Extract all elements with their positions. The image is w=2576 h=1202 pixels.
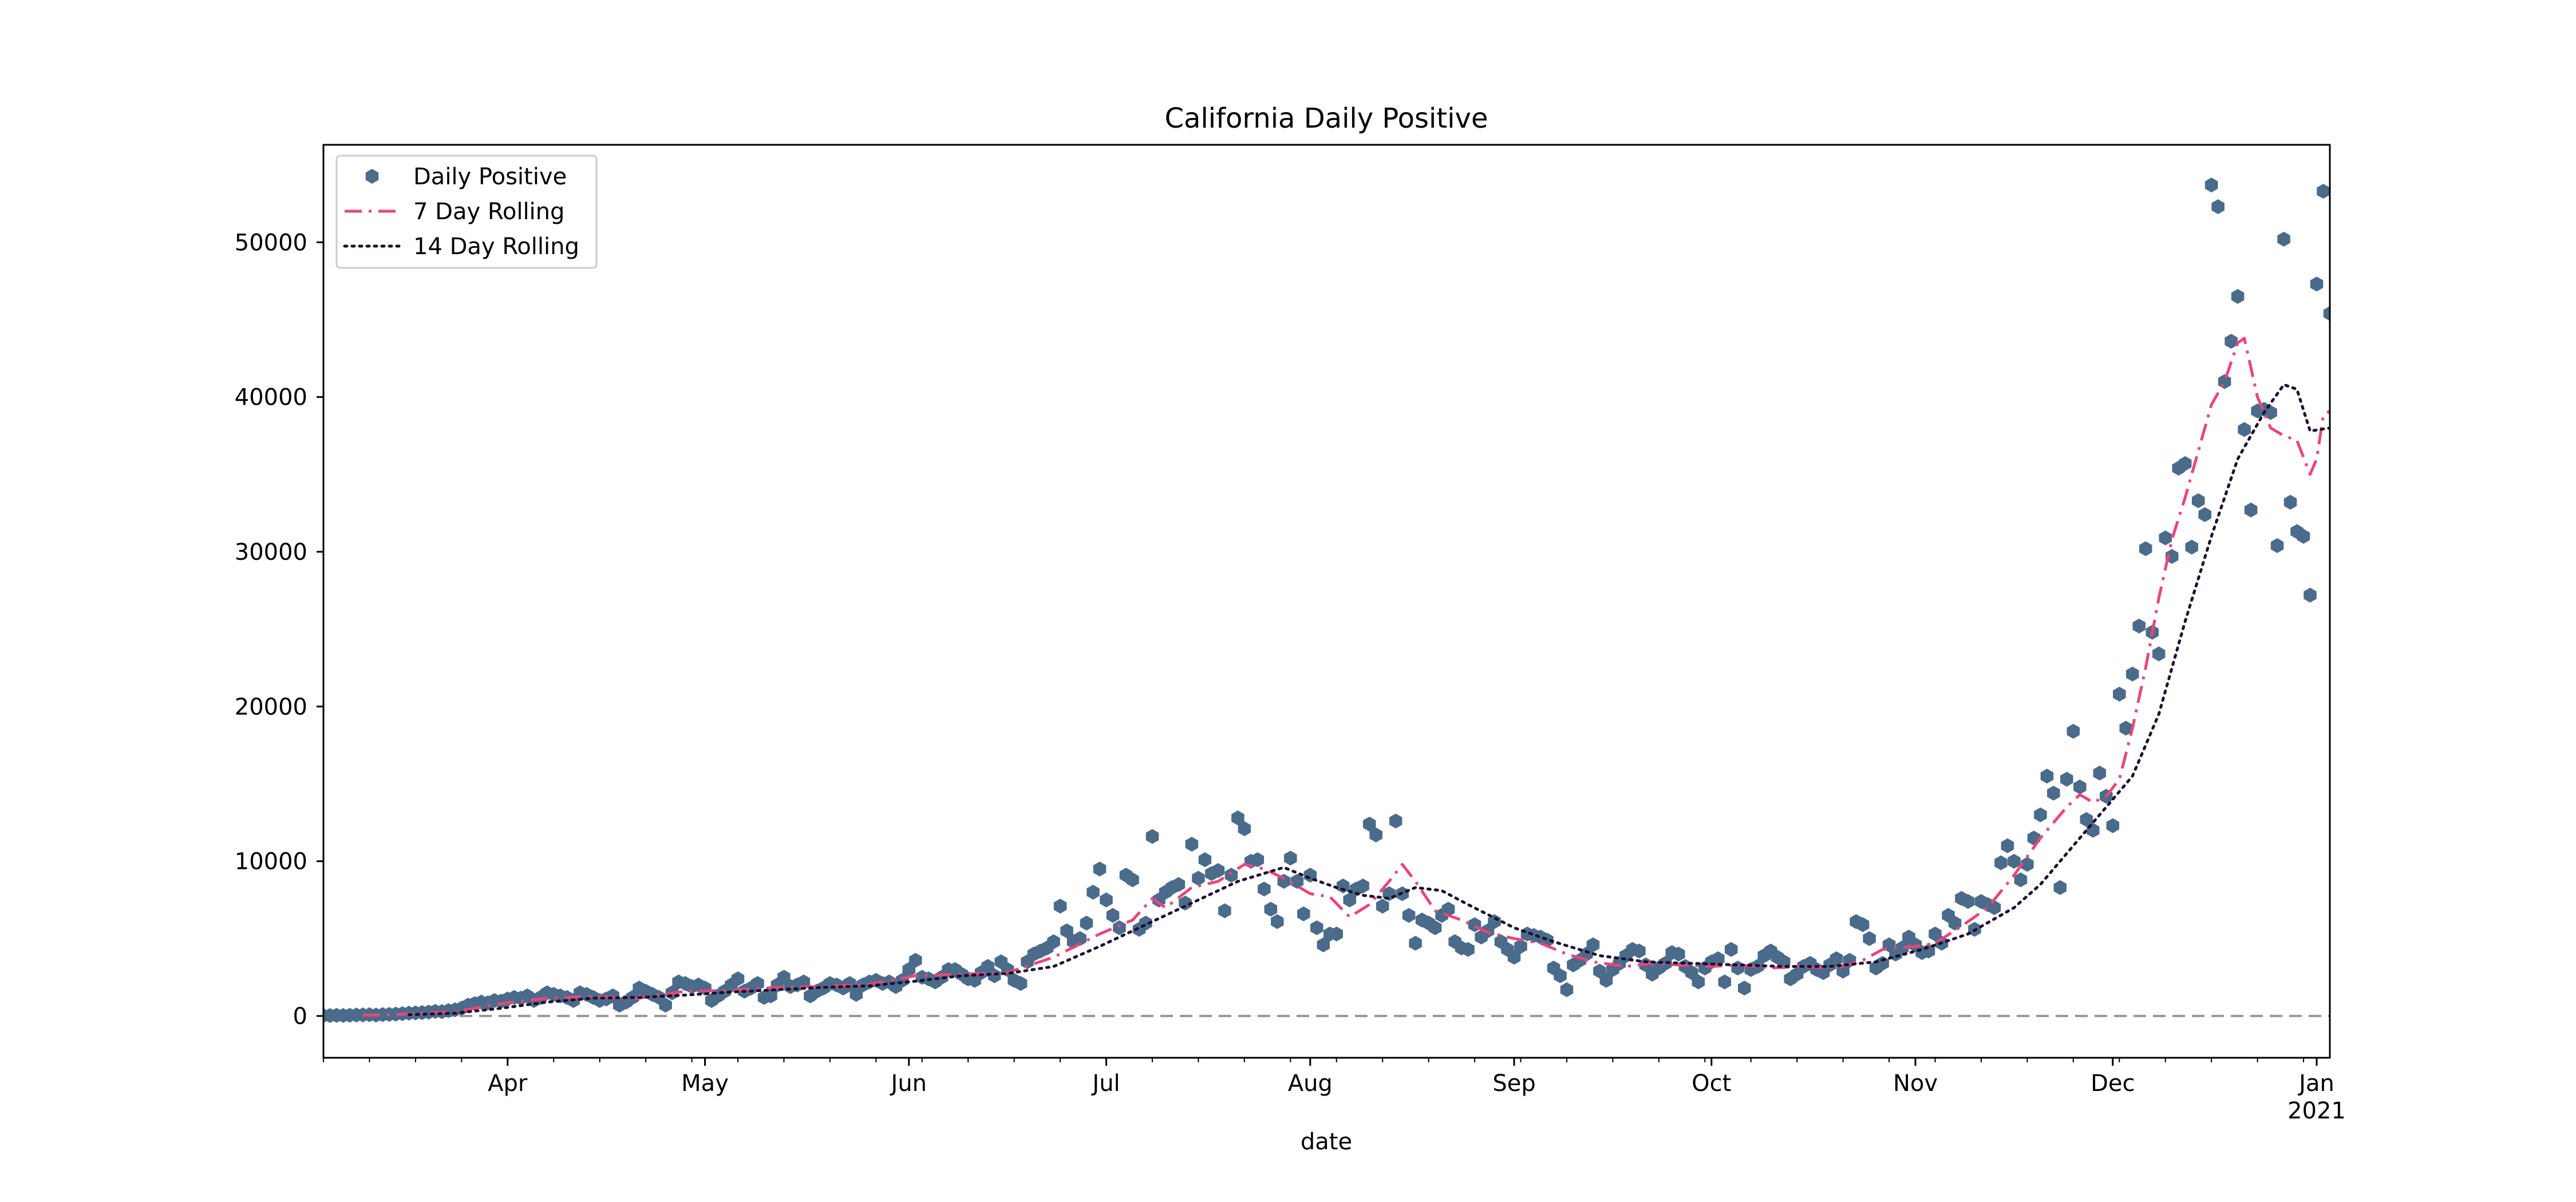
daily-positive-point	[2152, 646, 2166, 662]
daily-positive-point	[1100, 892, 1113, 908]
daily-positive-point	[1560, 982, 1574, 998]
daily-positive-point	[1218, 903, 1231, 919]
x-tick-label: Jul	[1091, 1070, 1120, 1097]
x-tick-label: May	[681, 1070, 729, 1097]
daily-positive-point	[2270, 538, 2284, 553]
daily-positive-point	[1093, 861, 1107, 877]
y-tick-label: 20000	[235, 694, 307, 720]
legend-box	[335, 155, 598, 269]
daily-positive-point	[2283, 495, 2297, 510]
daily-positive-point	[2053, 880, 2067, 895]
daily-positive-point	[2218, 374, 2231, 389]
14-day-rolling-line	[407, 383, 2330, 1017]
daily-positive-point	[2191, 493, 2205, 508]
legend: Daily Positive 7 Day Rolling 14 Day Rollin…	[335, 155, 598, 269]
daily-positive-point	[2310, 276, 2324, 292]
daily-positive-point	[1724, 942, 1738, 957]
daily-positive-point	[1297, 906, 1310, 922]
plot-series-group	[323, 177, 2330, 1023]
x-tick-label: Dec	[2091, 1070, 2135, 1097]
x-tick-label: Sep	[1492, 1070, 1535, 1097]
x-tick-sublabel: 2021	[2287, 1098, 2346, 1124]
daily-positive-point	[1053, 899, 1067, 914]
x-tick-label: Jan	[2297, 1070, 2334, 1097]
daily-positive-point	[2034, 807, 2047, 823]
axes: 0 10000 20000 30000 40000 50000 Apr May Jun Jul Au…	[235, 230, 2346, 1124]
y-tick-label: 50000	[235, 230, 307, 256]
daily-positive-point	[1224, 868, 1238, 883]
daily-positive-point	[1402, 908, 1416, 923]
daily-positive-point	[2047, 785, 2060, 801]
daily-positive-point	[1271, 914, 1284, 930]
daily-positive-point	[2185, 539, 2198, 555]
daily-positive-series	[323, 177, 2330, 1023]
daily-positive-point	[1718, 974, 1732, 990]
daily-positive-point	[1389, 813, 1402, 829]
plot-frame	[322, 144, 2331, 1059]
14-day-rolling-legend-label: 14 Day Rolling	[413, 234, 579, 260]
y-tick-label: 30000	[235, 539, 307, 566]
x-tick-label: Apr	[488, 1070, 528, 1097]
x-axis-label: date	[1301, 1129, 1352, 1155]
daily-positive-point	[2198, 507, 2211, 523]
daily-positive-point	[1086, 884, 1100, 900]
daily-positive-point	[1376, 899, 1389, 914]
daily-positive-point	[1310, 920, 1323, 935]
daily-positive-point	[1185, 836, 1199, 852]
daily-positive-point	[2204, 177, 2218, 193]
x-tick-label: Oct	[1692, 1070, 1731, 1097]
y-tick-label: 40000	[235, 385, 307, 411]
daily-positive-point	[2238, 422, 2251, 437]
daily-positive-point	[1198, 852, 1212, 867]
daily-positive-point	[2159, 530, 2172, 545]
daily-positive-point	[2139, 541, 2152, 556]
daily-positive-point	[1113, 920, 1126, 935]
plot-area	[323, 177, 2330, 1023]
daily-positive-point	[2132, 618, 2146, 634]
chart-title: California Daily Positive	[1165, 102, 1488, 135]
daily-positive-point	[2060, 772, 2073, 787]
daily-positive-point	[1192, 871, 1205, 886]
daily-positive-point	[1284, 851, 1297, 866]
daily-positive-point	[1080, 915, 1093, 931]
y-tick-label: 0	[293, 1003, 307, 1030]
x-tick-label: Jun	[890, 1070, 927, 1097]
daily-positive-point	[2317, 184, 2330, 199]
daily-positive-point	[2277, 231, 2290, 247]
daily-positive-point	[2093, 765, 2107, 781]
7-day-rolling-legend-label: 7 Day Rolling	[413, 199, 564, 225]
daily-positive-point	[2231, 288, 2245, 304]
daily-positive-point	[1258, 881, 1271, 897]
daily-positive-legend-label: Daily Positive	[413, 164, 567, 190]
daily-positive-point	[2040, 769, 2054, 784]
daily-positive-point	[1264, 902, 1278, 917]
daily-positive-point	[2211, 199, 2225, 215]
daily-positive-point	[1106, 908, 1120, 923]
daily-positive-point	[1863, 931, 1876, 946]
x-tick-label: Aug	[1288, 1070, 1333, 1097]
daily-positive-point	[2073, 779, 2087, 794]
daily-positive-point	[2001, 838, 2014, 853]
y-tick-label: 10000	[235, 849, 307, 875]
daily-positive-point	[2106, 818, 2120, 833]
daily-positive-point	[2125, 666, 2139, 682]
daily-positive-point	[1145, 829, 1159, 844]
daily-positive-point	[2225, 334, 2238, 349]
daily-positive-point	[1731, 960, 1744, 976]
7-day-rolling-line	[362, 337, 2330, 1017]
x-tick-label: Nov	[1893, 1070, 1938, 1097]
daily-positive-point	[1336, 878, 1350, 893]
daily-positive-point	[1409, 935, 1422, 951]
daily-positive-point	[2067, 723, 2080, 739]
daily-positive-point	[2113, 686, 2126, 702]
daily-positive-point	[2304, 587, 2317, 603]
daily-positive-point	[1737, 980, 1751, 996]
daily-positive-point	[1994, 855, 2008, 871]
daily-positive-point	[2244, 503, 2258, 517]
